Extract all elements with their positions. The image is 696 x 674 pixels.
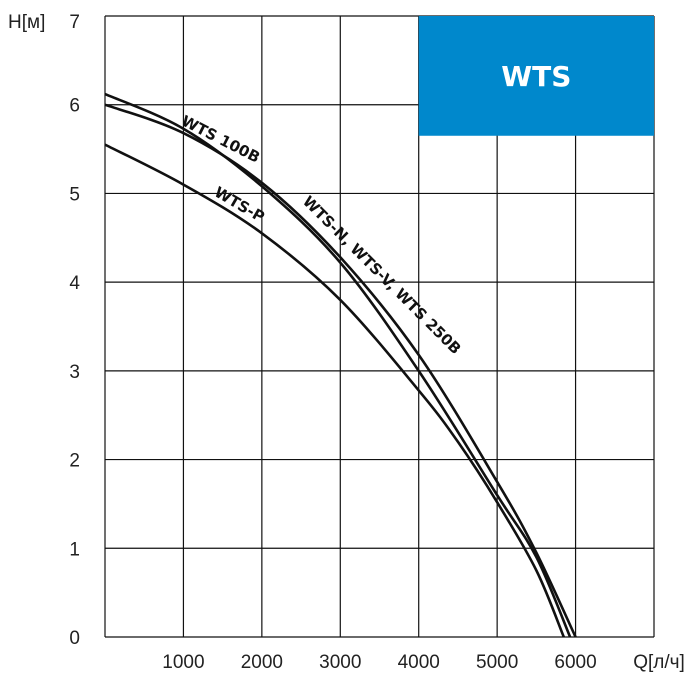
y-axis-title: H[м]: [8, 12, 45, 33]
x-tick-label-2000: 2000: [241, 652, 283, 673]
x-axis-title: Q[л/ч]: [633, 652, 685, 673]
y-tick-label-2: 2: [69, 451, 80, 472]
y-tick-label-3: 3: [69, 362, 80, 383]
y-tick-label-6: 6: [69, 96, 80, 117]
badge-label: WTS: [501, 60, 571, 93]
curve-wts-n-v-250b: [104, 103, 577, 638]
curve-label-wts-n-v-250b: WTS-N, WTS-V, WTS 250B: [299, 192, 465, 358]
x-tick-label-6000: 6000: [554, 652, 596, 673]
y-tick-label-1: 1: [69, 539, 80, 560]
badge-background: [418, 16, 654, 136]
curves: [104, 92, 577, 638]
y-tick-label-5: 5: [69, 184, 80, 205]
curve-label-wts-100b: WTS 100B: [178, 112, 262, 167]
curve-wts-p: [104, 143, 566, 638]
y-axis-ticks: 0 1 2 3 4 5 6 7: [69, 12, 80, 649]
y-tick-label-0: 0: [69, 628, 80, 649]
x-tick-label-4000: 4000: [398, 652, 440, 673]
y-tick-label-4: 4: [69, 273, 80, 294]
x-axis-ticks: 1000 2000 3000 4000 5000 6000: [162, 652, 596, 673]
x-tick-label-3000: 3000: [319, 652, 361, 673]
curve-wts-100b: [104, 92, 572, 638]
series-badge: WTS: [418, 16, 654, 136]
x-tick-label-5000: 5000: [476, 652, 518, 673]
x-tick-label-1000: 1000: [162, 652, 204, 673]
curve-labels: WTS 100B WTS-N, WTS-V, WTS 250B WTS-P: [178, 112, 464, 358]
y-tick-label-7: 7: [69, 12, 80, 33]
